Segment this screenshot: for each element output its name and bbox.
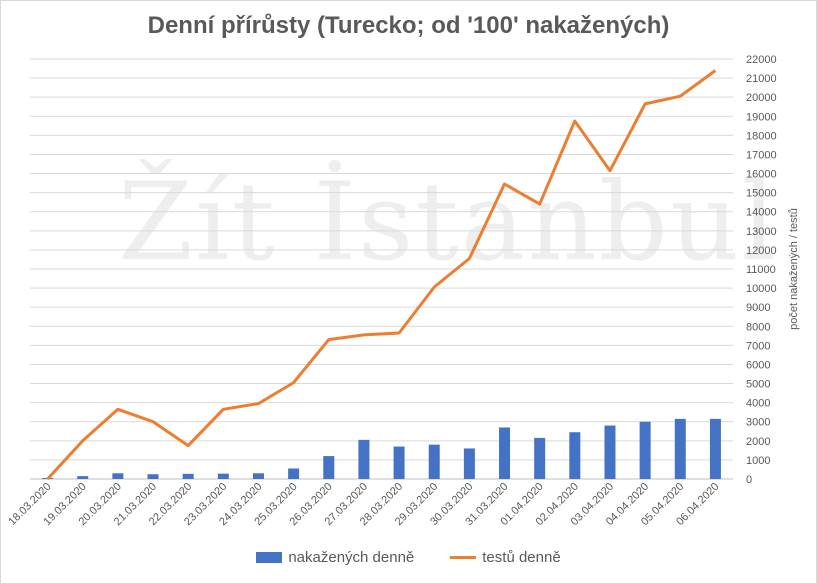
legend-label-bars: nakažených denně bbox=[288, 549, 415, 566]
grid-lines bbox=[30, 58, 733, 480]
bar bbox=[639, 421, 651, 479]
y-tick-label: 15000 bbox=[746, 188, 777, 200]
bar bbox=[569, 432, 581, 479]
y-tick-label: 19000 bbox=[746, 111, 777, 123]
legend: nakažených denně testů denně bbox=[0, 549, 817, 566]
bar bbox=[252, 473, 264, 479]
y-tick-label: 18000 bbox=[746, 130, 777, 142]
y-tick-label: 10000 bbox=[746, 283, 777, 295]
y-tick-label: 7000 bbox=[746, 340, 770, 352]
y-tick-label: 4000 bbox=[746, 398, 770, 410]
y-tick-label: 3000 bbox=[746, 417, 770, 429]
x-axis-ticks: 18.03.202019.03.202020.03.202021.03.2020… bbox=[6, 481, 721, 528]
bar bbox=[499, 427, 511, 479]
bar bbox=[428, 444, 440, 479]
y-tick-label: 20000 bbox=[746, 92, 777, 104]
bar bbox=[112, 473, 124, 479]
y-tick-label: 9000 bbox=[746, 302, 770, 314]
y-tick-label: 0 bbox=[746, 474, 752, 486]
y-tick-label: 17000 bbox=[746, 149, 777, 161]
bar bbox=[147, 474, 159, 479]
bar bbox=[323, 456, 335, 479]
legend-swatch-line bbox=[450, 556, 477, 559]
bar bbox=[534, 437, 546, 479]
bar bbox=[393, 446, 405, 479]
bar bbox=[463, 448, 475, 479]
y-axis-label: počet nakažených / testů bbox=[788, 208, 800, 330]
bar bbox=[288, 468, 300, 479]
y-tick-label: 13000 bbox=[746, 226, 777, 238]
line-series bbox=[46, 69, 717, 481]
bar bbox=[358, 439, 370, 479]
bar bbox=[604, 425, 616, 479]
legend-swatch-bar bbox=[256, 552, 283, 563]
y-tick-label: 14000 bbox=[746, 207, 777, 219]
chart-title: Denní přírůsty (Turecko; od '100' nakaže… bbox=[147, 12, 670, 39]
y-tick-label: 22000 bbox=[746, 54, 777, 66]
y-tick-label: 21000 bbox=[746, 73, 777, 85]
y-tick-label: 12000 bbox=[746, 245, 777, 257]
y-tick-label: 5000 bbox=[746, 379, 770, 391]
y-tick-label: 11000 bbox=[746, 264, 776, 276]
legend-label-line: testů denně bbox=[482, 549, 561, 566]
legend-item-line: testů denně bbox=[450, 549, 561, 566]
y-tick-label: 8000 bbox=[746, 321, 770, 333]
y-tick-label: 2000 bbox=[746, 436, 770, 448]
legend-item-bars: nakažených denně bbox=[256, 549, 414, 566]
bar bbox=[182, 473, 194, 479]
y-tick-label: 16000 bbox=[746, 169, 777, 181]
bar bbox=[217, 473, 229, 479]
bar-series bbox=[42, 418, 721, 479]
y-tick-label: 1000 bbox=[746, 455, 770, 467]
bar bbox=[709, 418, 721, 479]
series-line bbox=[46, 69, 717, 481]
bar bbox=[674, 418, 686, 479]
bar bbox=[77, 476, 89, 479]
y-tick-label: 6000 bbox=[746, 359, 770, 371]
y-axis-ticks: 0 1000 2000 3000 4000 5000 6000 7000 8000 9000 100… bbox=[746, 54, 777, 486]
